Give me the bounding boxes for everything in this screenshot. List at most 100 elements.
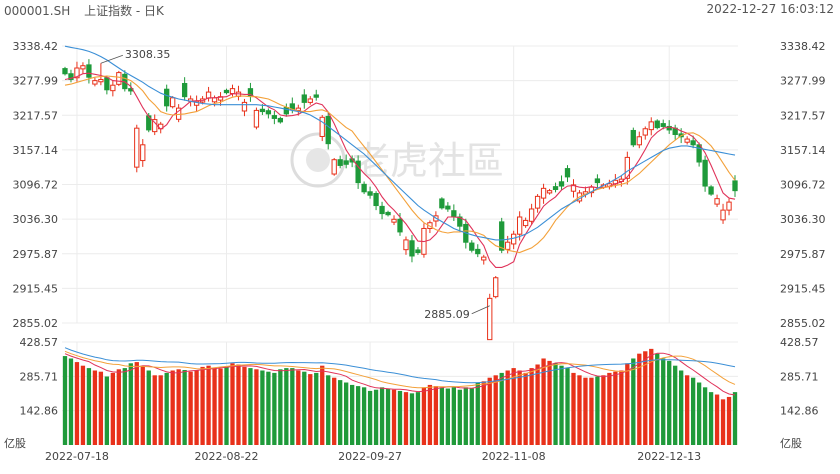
volume-ma-lines [64,347,736,396]
volume-bar [278,369,283,445]
price-tick-left: 2915.45 [13,282,59,295]
candle-body [630,129,636,146]
candle [247,82,254,102]
candle [301,89,307,109]
candle [421,223,427,258]
volume-bar [595,376,600,445]
axis-labels: 3338.42 3338.42 3277.99 3277.99 3217.57 3217.… [4,40,826,463]
candle-body [343,160,349,165]
candle [714,194,720,207]
candle-body [211,97,218,103]
candle [355,155,361,189]
volume-bar [188,371,193,445]
volume-bar [146,370,151,445]
candle [451,204,457,222]
candle-body [181,82,188,98]
candle-body [409,240,415,257]
date-label: 2022-11-08 [482,450,546,463]
volume-unit-left: 亿股 [4,437,26,450]
price-tick-left: 2975.87 [13,248,59,261]
candle-body [98,78,104,83]
volume-bar [361,387,367,445]
volume-bar [116,369,121,445]
candle-body [337,159,343,166]
volume-bar [266,371,271,445]
candle [265,108,272,119]
candle-body [511,233,517,245]
volume-bar [397,390,403,445]
candle [558,175,565,191]
candle-body [379,205,385,215]
volume-bar [541,358,546,445]
candle-body [684,138,690,143]
ma20-line [64,45,736,241]
volume-bar [643,351,648,445]
candle-body [594,178,601,184]
volume-bar [517,370,522,445]
candle [594,174,601,189]
volume-bar [164,372,169,445]
volume-bar [637,353,642,445]
candlesticks [62,59,738,341]
volume-bar [451,387,456,445]
symbol-label: 000001.SH [4,4,71,18]
candle-body [540,187,547,199]
watermark-logo [290,132,346,188]
volume-bar [344,382,349,445]
price-tick-right: 3096.72 [780,179,826,192]
volume-bar [62,356,68,445]
volume-bar [505,370,510,445]
candle [403,236,409,255]
volume-bar [631,358,636,445]
volume-bars [62,348,738,445]
candle-body [546,190,553,194]
candle [379,201,385,220]
candle-body [439,198,445,209]
candle [253,107,260,130]
volume-bar [565,368,570,445]
volume-bar [481,381,486,445]
price-tick-right: 3157.14 [780,144,826,157]
volume-bar [92,370,98,445]
volume-bar [230,363,235,445]
volume-bar [535,364,540,445]
volume-bar [655,353,660,445]
candle [62,66,68,76]
watermark-text: 老虎社區 [352,139,504,183]
volume-bar [690,377,696,445]
candle-body [205,91,212,99]
chart-title: 上证指数 - 日K [84,4,164,18]
volume-bar [679,370,684,445]
candle [80,62,86,75]
volume-bar [415,392,421,445]
candle-body [690,140,696,146]
candle-body [259,108,266,113]
price-tick-left: 3217.57 [13,109,59,122]
candle [648,117,654,136]
price-tick-right: 3036.30 [780,213,826,226]
candle-body [403,239,409,251]
date-label: 2022-09-27 [338,450,402,463]
volume-unit-right: 亿股 [780,437,802,450]
volume-bar [332,377,337,445]
candle-body [570,184,577,192]
candle [546,188,553,195]
volume-bar [613,371,618,445]
candle-body [140,144,146,162]
candle-body [642,128,648,136]
volume-bar [296,370,301,445]
volume-bar [553,363,558,445]
candle [564,165,571,183]
volume-bar [140,365,145,445]
candle [415,247,421,255]
ma5-line [64,72,736,268]
watermark-logo-inner [306,148,330,172]
candle-body [110,84,116,92]
candle-body [241,101,248,112]
volume-bar [607,372,612,445]
candle-body [170,97,176,108]
volume-bar [714,394,720,445]
candle-body [445,205,451,210]
volume-bar [194,370,199,445]
